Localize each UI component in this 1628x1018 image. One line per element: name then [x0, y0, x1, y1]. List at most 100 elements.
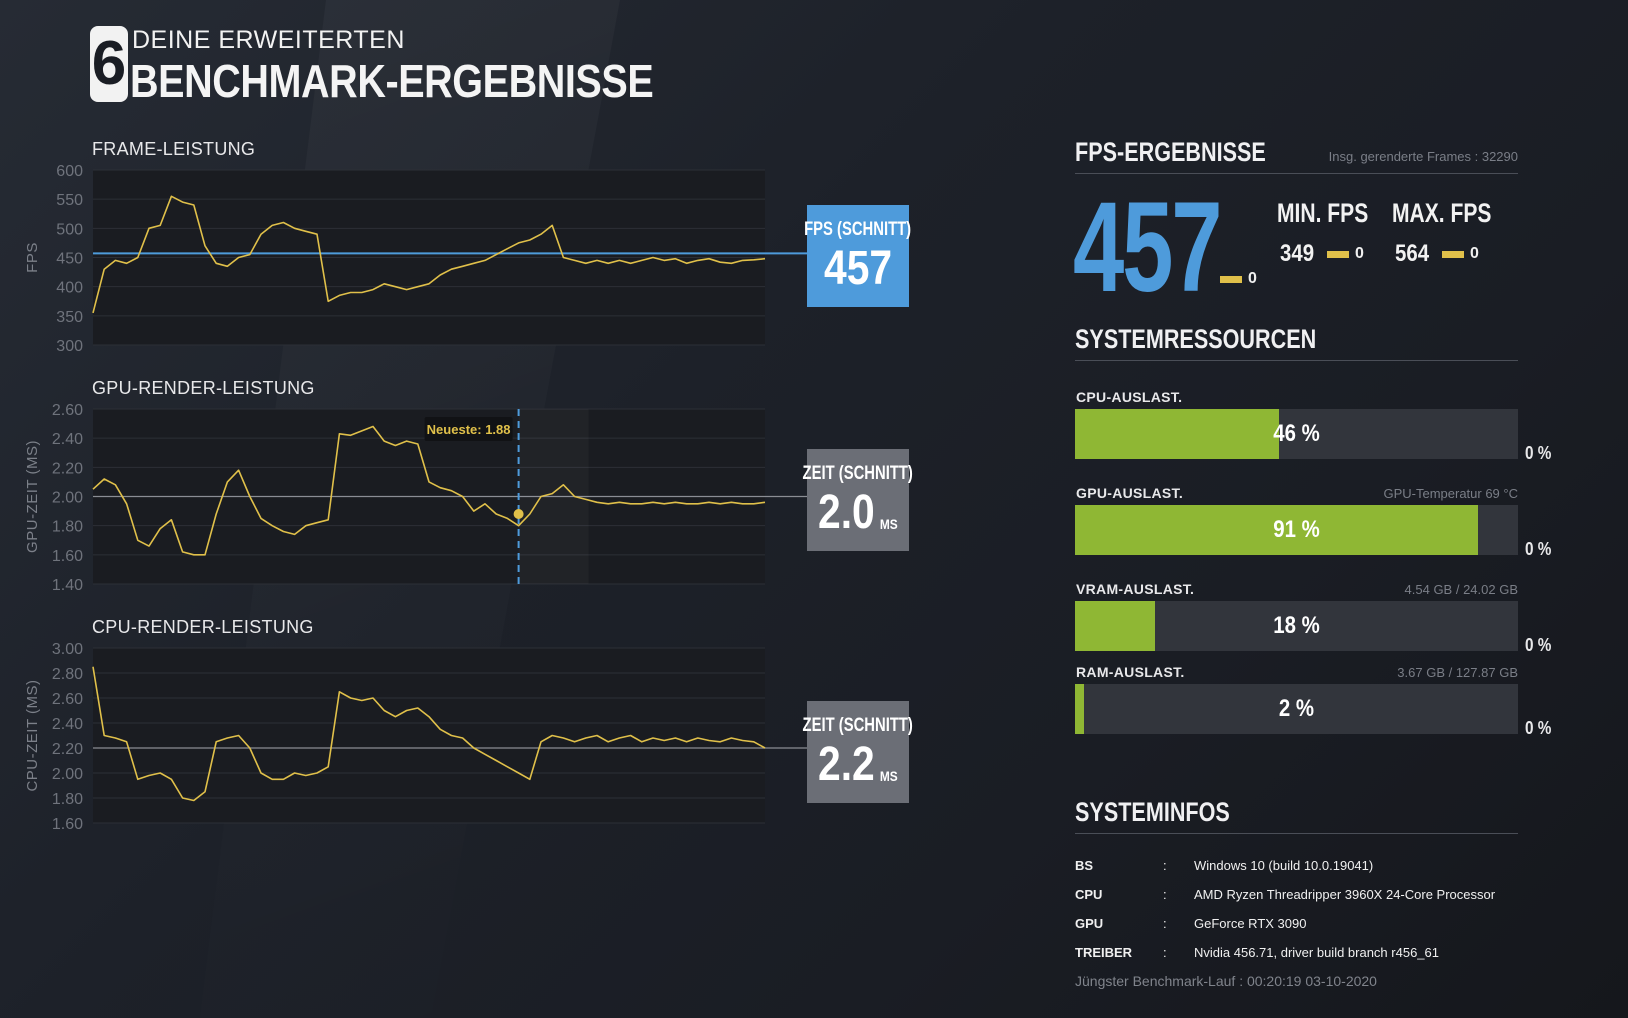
system-info-divider	[1075, 833, 1518, 834]
sysinfo-key: GPU	[1075, 916, 1104, 931]
y-axis-label: CPU-ZEIT (MS)	[24, 679, 41, 791]
plot-background	[93, 648, 765, 823]
sysinfo-sep: :	[1163, 858, 1167, 873]
system-info-title: SYSTEMINFOS	[1075, 797, 1230, 827]
gpu-average-box: ZEIT (SCHNITT) 2.0 MS	[803, 449, 913, 551]
fps-average-big: 457	[1073, 176, 1222, 319]
vram-usage-fill	[1075, 601, 1155, 651]
sysinfo-key: BS	[1075, 858, 1094, 873]
gpu-average-label: ZEIT (SCHNITT)	[802, 463, 914, 484]
frame-chart-title: FRAME-LEISTUNG	[92, 139, 256, 159]
cpu-usage-bar: 46 %	[1075, 409, 1518, 459]
y-tick-label: 2.00	[52, 766, 83, 783]
y-tick-label: 1.80	[52, 519, 83, 536]
y-tick-label: 600	[56, 163, 83, 180]
sysinfo-row-driver: TREIBER: Nvidia 456.71, driver build bran…	[1075, 945, 1439, 960]
y-tick-label: 2.20	[52, 460, 83, 477]
y-tick-label: 550	[56, 192, 83, 209]
ram-usage-fill	[1075, 684, 1084, 734]
series-line	[92, 195, 766, 314]
sysinfo-row-os: BS: Windows 10 (build 10.0.19041)	[1075, 858, 1373, 873]
y-tick-label: 400	[56, 280, 83, 297]
y-tick-label: 2.60	[52, 402, 83, 419]
sysinfo-sep: :	[1163, 916, 1167, 931]
latest-shade	[519, 409, 589, 584]
gpu-chart-title: GPU-RENDER-LEISTUNG	[92, 378, 315, 398]
gpu-usage-fill	[1075, 505, 1479, 555]
ram-usage-label: RAM-AUSLAST.	[1076, 664, 1185, 680]
delta-bar-icon	[1220, 275, 1242, 283]
gpu-usage-label: GPU-AUSLAST.	[1076, 485, 1184, 501]
y-tick-label: 2.40	[52, 431, 83, 448]
latest-tag-label: Neueste: 1.88	[427, 422, 511, 437]
page-title: BENCHMARK-ERGEBNISSE	[130, 55, 654, 107]
ram-usage-bar: 2 %	[1075, 684, 1518, 734]
y-tick-label: 2.80	[52, 666, 83, 683]
gpu-temperature-note: GPU-Temperatur 69 °C	[1383, 486, 1518, 501]
y-tick-label: 1.80	[52, 791, 83, 808]
y-tick-label: 450	[56, 251, 83, 268]
page-subtitle: DEINE ERWEITERTEN	[132, 26, 405, 54]
sysinfo-sep: :	[1163, 887, 1167, 902]
last-benchmark-run: Jüngster Benchmark-Lauf : 00:20:19 03-10…	[1075, 973, 1377, 989]
sysinfo-sep: :	[1163, 945, 1167, 960]
system-resources-title: SYSTEMRESSOURCEN	[1075, 324, 1317, 354]
cpu-usage-fill	[1075, 409, 1279, 459]
fps-results-title: FPS-ERGEBNISSE	[1075, 137, 1266, 167]
gpu-usage-bar: 91 %	[1075, 505, 1518, 555]
gpu-usage-delta: 0 %	[1525, 539, 1552, 559]
vram-usage-bar: 18 %	[1075, 601, 1518, 651]
game-logo: 6	[90, 26, 128, 102]
y-tick-label: 1.40	[52, 577, 83, 594]
fps-average-label: FPS (SCHNITT)	[804, 219, 912, 240]
sysinfo-value: AMD Ryzen Threadripper 3960X 24-Core Pro…	[1194, 887, 1496, 902]
sysinfo-value: GeForce RTX 3090	[1194, 916, 1307, 931]
sysinfo-key: CPU	[1075, 887, 1103, 902]
delta-bar-icon	[1327, 250, 1350, 258]
sysinfo-value: Windows 10 (build 10.0.19041)	[1194, 858, 1374, 873]
y-tick-label: 2.60	[52, 691, 83, 708]
cpu-chart-title: CPU-RENDER-LEISTUNG	[92, 617, 314, 637]
cpu-usage-label: CPU-AUSLAST.	[1076, 389, 1183, 405]
fps-average-box: FPS (SCHNITT) 457	[804, 205, 912, 307]
y-axis-label: GPU-ZEIT (MS)	[24, 440, 41, 553]
ram-usage-delta: 0 %	[1525, 718, 1552, 738]
y-axis-label: FPS	[24, 242, 41, 273]
y-tick-label: 1.60	[52, 816, 83, 833]
max-fps-value: 564	[1395, 240, 1430, 267]
system-resources-divider	[1075, 360, 1518, 361]
gpu-render-chart: 2.60 2.40 2.20 2.00 1.80 1.60 1.40 GPU-ZEIT (MS…	[24, 402, 807, 594]
sysinfo-value: Nvidia 456.71, driver build branch r456_…	[1194, 945, 1439, 960]
cpu-average-label: ZEIT (SCHNITT)	[802, 715, 914, 736]
min-fps-value: 349	[1280, 240, 1315, 267]
cpu-average-value: 2.2	[818, 738, 875, 791]
min-fps: 349 0	[1277, 240, 1364, 268]
min-fps-delta: 0	[1355, 245, 1364, 262]
y-tick-label: 500	[56, 221, 83, 238]
fps-average-delta-value: 0	[1248, 270, 1257, 287]
ram-usage-note: 3.67 GB / 127.87 GB	[1397, 665, 1518, 680]
delta-bar-icon	[1442, 250, 1465, 258]
ram-usage-percent: 2 %	[1278, 695, 1315, 722]
latest-point	[513, 509, 524, 519]
fps-average-delta: 0	[1220, 270, 1257, 288]
y-tick-label: 3.00	[52, 641, 83, 658]
y-tick-label: 350	[56, 309, 83, 326]
total-frames-note: Insg. gerenderte Frames : 32290	[1328, 149, 1518, 164]
gpu-average-value: 2.0	[818, 486, 875, 539]
cpu-render-chart: 3.00 2.80 2.60 2.40 2.20 2.00 1.80 1.60 CPU-ZEIT…	[24, 641, 807, 833]
max-fps-label: MAX. FPS	[1392, 198, 1492, 228]
vram-usage-delta: 0 %	[1525, 635, 1552, 655]
series-line	[92, 666, 766, 802]
cpu-usage-delta: 0 %	[1525, 443, 1552, 463]
sysinfo-row-cpu: CPU: AMD Ryzen Threadripper 3960X 24-Core…	[1075, 887, 1495, 902]
vram-usage-label: VRAM-AUSLAST.	[1076, 581, 1195, 597]
fps-results-divider	[1075, 173, 1518, 174]
max-fps-delta: 0	[1470, 245, 1479, 262]
sysinfo-row-gpu: GPU: GeForce RTX 3090	[1075, 916, 1306, 931]
y-tick-label: 1.60	[52, 548, 83, 565]
y-tick-label: 2.40	[52, 716, 83, 733]
frame-performance-chart: 600 550 500 450 400 350 300 FPS	[24, 163, 807, 355]
y-tick-label: 2.00	[52, 490, 83, 507]
latest-tag-background	[424, 417, 513, 441]
